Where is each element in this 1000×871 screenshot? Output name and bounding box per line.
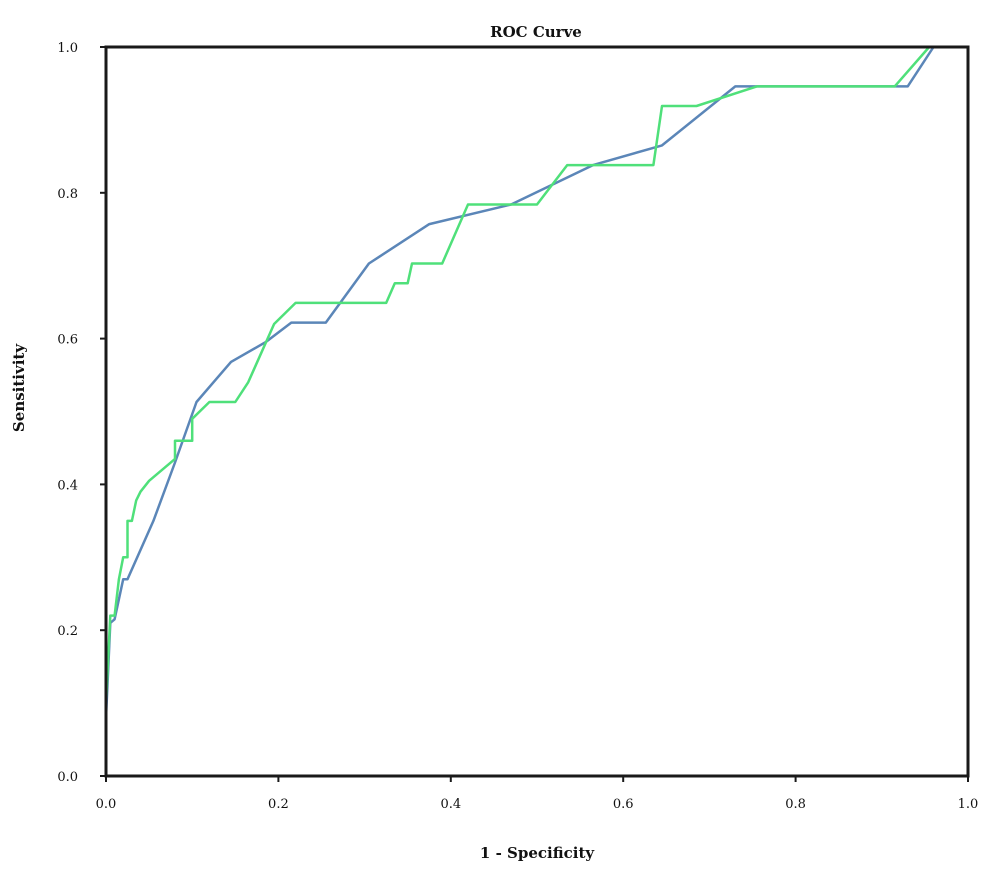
y-tick-label: 0.2 [57, 624, 78, 639]
x-tick-label: 0.4 [440, 797, 461, 812]
x-tick-label: 0.2 [268, 797, 289, 812]
y-tick-label: 0.6 [57, 333, 78, 348]
y-tick-label: 0.8 [57, 187, 78, 202]
roc-series-line-2 [104, 45, 968, 704]
y-axis-label: Sensitivity [10, 343, 28, 432]
y-tick-label: 1.0 [57, 41, 78, 56]
y-tick-label: 0.0 [57, 770, 78, 785]
x-tick-label: 1.0 [958, 797, 979, 812]
plot-frame [104, 45, 970, 778]
y-axis-ticks: 0.0 0.2 0.4 0.6 0.8 1.0 [57, 41, 106, 785]
x-axis-label: 1 - Specificity [480, 844, 595, 862]
y-tick-label: 0.4 [57, 478, 78, 493]
x-axis-ticks: 0.0 0.2 0.4 0.6 0.8 1.0 [96, 776, 979, 812]
chart-title: ROC Curve [490, 23, 582, 41]
x-tick-label: 0.0 [96, 797, 117, 812]
series-layer [104, 45, 968, 718]
x-tick-label: 0.8 [785, 797, 806, 812]
x-tick-label: 0.6 [613, 797, 634, 812]
